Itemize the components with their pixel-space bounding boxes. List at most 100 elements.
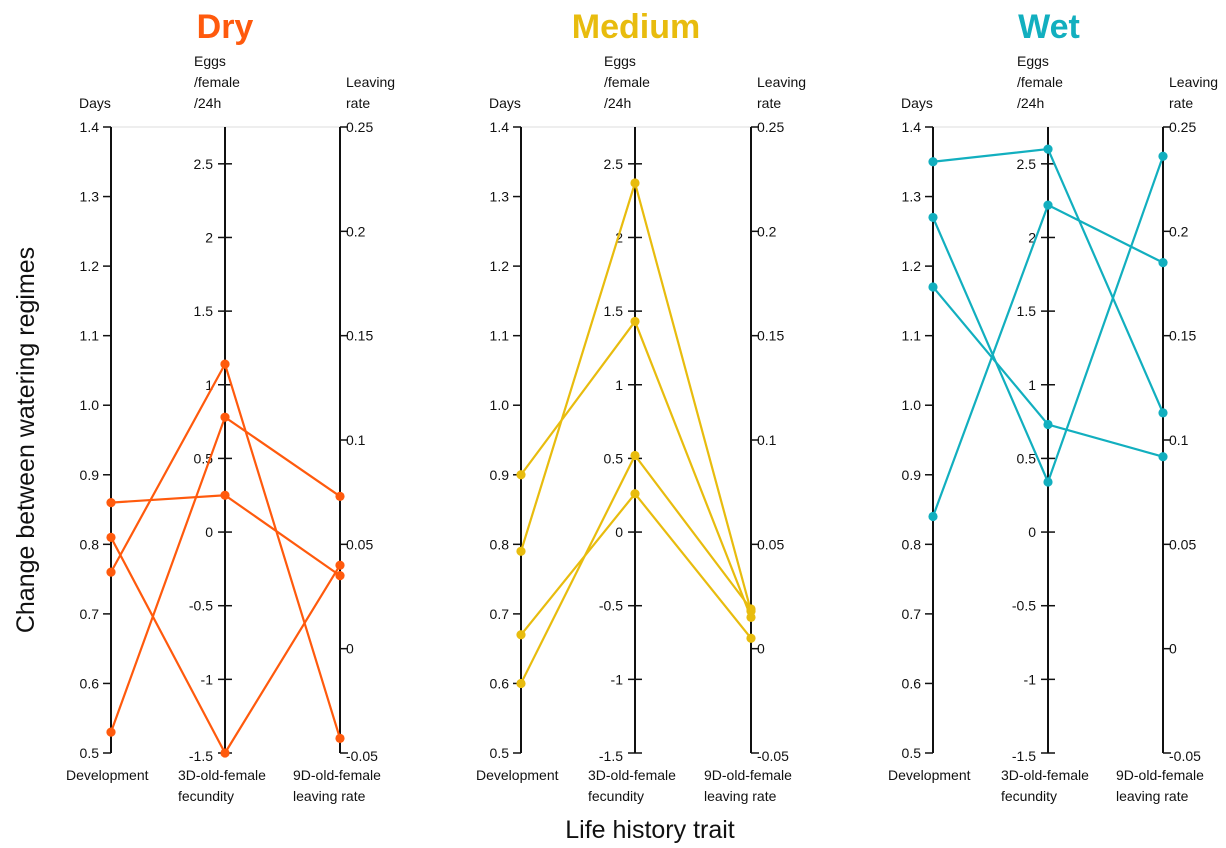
tick-label: -1: [611, 671, 624, 687]
trait-label: fecundity: [1001, 788, 1057, 804]
tick-label: 0.9: [902, 467, 922, 483]
tick-label: 0.9: [490, 467, 510, 483]
tick-label: 1.3: [902, 189, 922, 205]
tick-label: 0.7: [902, 606, 922, 622]
tick-label: 2.5: [1017, 156, 1037, 172]
data-point: [516, 546, 526, 556]
data-point: [928, 511, 938, 522]
panel-title: Medium: [572, 8, 700, 46]
tick-label: -1.5: [1012, 748, 1036, 764]
data-point: [335, 733, 345, 743]
tick-label: 0.1: [757, 432, 777, 448]
data-point: [630, 316, 640, 327]
tick-label: 0.15: [757, 328, 784, 344]
data-point: [516, 630, 526, 640]
trait-label: Development: [476, 767, 559, 783]
tick-label: 2: [205, 229, 213, 245]
tick-label: -0.5: [189, 598, 213, 614]
tick-label: 0.05: [1169, 536, 1196, 552]
tick-label: 1: [205, 377, 213, 393]
trait-label: leaving rate: [293, 788, 366, 804]
tick-label: 1.4: [80, 119, 100, 135]
axis-heading: rate: [757, 95, 781, 111]
data-point: [335, 571, 345, 581]
panel-dry: Dry Days 0.5 0.6 0.7 0.8 0.9 1.0 1.1 1.2 1.3 1.4 Dev…: [66, 8, 395, 804]
panel-wet: Wet Days 0.5 0.6 0.7 0.8 0.9 1.0 1.1 1.2 1.3 1.4 Dev…: [888, 8, 1218, 804]
axis-heading: Eggs: [604, 53, 636, 69]
tick-label: 1.3: [490, 189, 510, 205]
data-point: [220, 490, 230, 500]
data-point: [1158, 408, 1168, 418]
tick-label: -0.5: [1012, 598, 1036, 614]
panel-medium: Medium Days 0.5 0.6 0.7 0.8 0.9 1.0 1.1 1.2 1.3 1.4…: [476, 8, 806, 804]
tick-label: 0.7: [490, 606, 510, 622]
tick-label: 1.5: [604, 303, 624, 319]
data-point: [106, 727, 116, 737]
data-point: [1158, 452, 1168, 462]
trait-label: fecundity: [588, 788, 644, 804]
tick-label: 0: [205, 524, 213, 540]
tick-label: 0.5: [490, 745, 510, 761]
tick-label: 0.2: [1169, 223, 1189, 239]
axis-heading: /female: [194, 74, 240, 90]
trait-label: fecundity: [178, 788, 234, 804]
axis-heading: Leaving: [757, 74, 806, 90]
tick-label: 1.0: [80, 397, 100, 413]
axis-heading: /female: [604, 74, 650, 90]
tick-label: -0.05: [346, 748, 378, 764]
tick-label: 1.5: [194, 303, 214, 319]
y-axis-label: Change between watering regimes: [12, 247, 40, 633]
tick-label: -1: [201, 671, 214, 687]
tick-label: 0.7: [80, 606, 100, 622]
tick-label: 0.25: [346, 119, 373, 135]
tick-label: 0.1: [1169, 432, 1189, 448]
tick-label: 1.3: [80, 189, 100, 205]
tick-label: 1.5: [1017, 303, 1037, 319]
tick-label: 0: [346, 641, 354, 657]
tick-label: 0.5: [902, 745, 922, 761]
tick-label: 1.2: [80, 258, 100, 274]
panel-title: Wet: [1018, 8, 1080, 46]
data-point: [928, 212, 938, 223]
tick-label: -0.05: [1169, 748, 1201, 764]
tick-label: 1.4: [902, 119, 922, 135]
tick-label: 0.5: [604, 450, 624, 466]
tick-label: 1: [615, 377, 623, 393]
data-point: [630, 450, 640, 461]
data-point: [516, 470, 526, 480]
data-point: [1158, 151, 1168, 161]
data-point: [746, 633, 756, 643]
axis-heading: /24h: [194, 95, 221, 111]
data-point: [630, 489, 640, 499]
axis-heading: Leaving: [346, 74, 395, 90]
axis-heading: Days: [489, 95, 521, 111]
trait-label: 3D-old-female: [178, 767, 266, 783]
tick-label: 0.8: [902, 536, 922, 552]
tick-label: 0: [757, 641, 765, 657]
tick-label: -0.5: [599, 598, 623, 614]
data-point: [1043, 144, 1053, 154]
axis-heading: Days: [79, 95, 111, 111]
axis-heading: /24h: [1017, 95, 1044, 111]
trait-label: leaving rate: [704, 788, 777, 804]
data-point: [220, 359, 230, 369]
axis-heading: /female: [1017, 74, 1063, 90]
tick-label: 0.2: [346, 223, 366, 239]
data-point: [1158, 258, 1168, 268]
data-point: [106, 498, 116, 508]
trait-label: Development: [66, 767, 149, 783]
tick-label: 0.05: [757, 536, 784, 552]
data-point: [1043, 477, 1053, 487]
data-point: [1043, 200, 1053, 210]
tick-label: 0.6: [80, 675, 100, 691]
data-point: [516, 678, 526, 689]
data-point: [928, 282, 938, 292]
data-point: [106, 567, 116, 577]
data-point: [220, 412, 230, 422]
tick-label: 2: [1028, 229, 1036, 245]
trait-label: 3D-old-female: [1001, 767, 1089, 783]
trait-label: 9D-old-female: [1116, 767, 1204, 783]
tick-label: -1: [1024, 671, 1037, 687]
data-point: [220, 748, 230, 758]
axis-heading: rate: [1169, 95, 1193, 111]
